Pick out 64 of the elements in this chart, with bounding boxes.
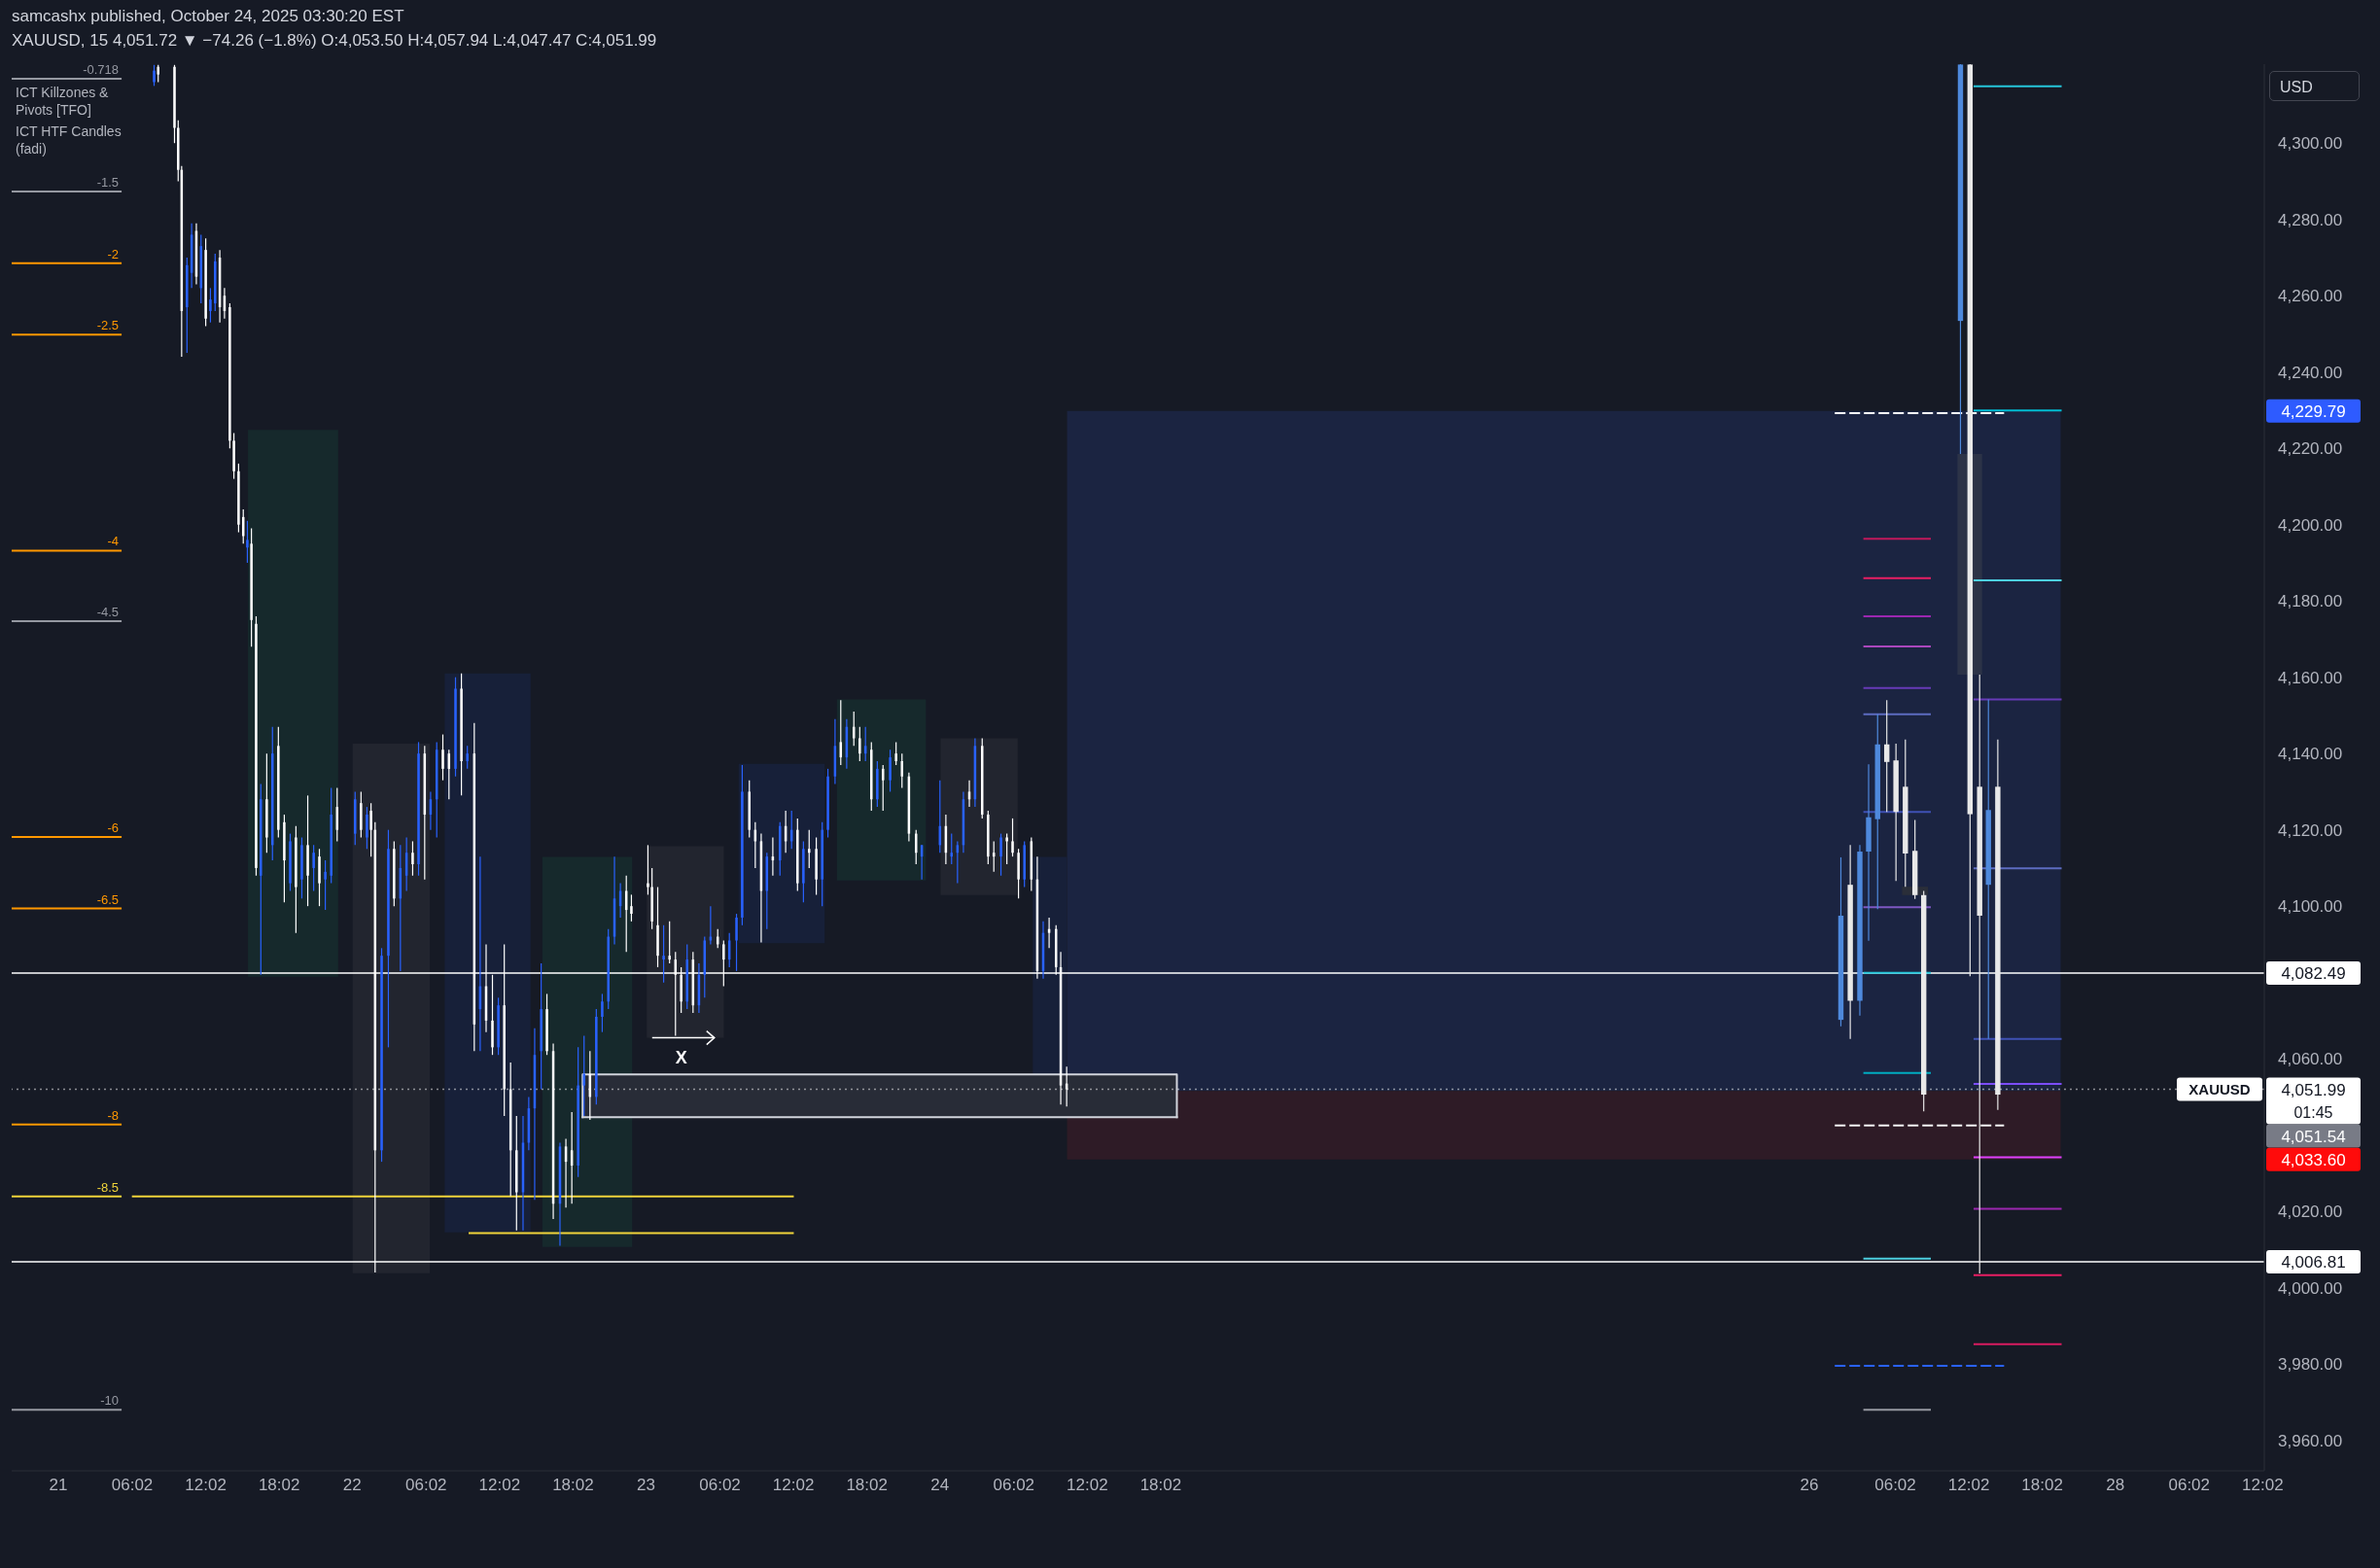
- y-axis-title: USD: [2269, 71, 2360, 101]
- x-tick-label: 06:02: [111, 1476, 154, 1495]
- y-tick-label: 4,260.00: [2278, 287, 2343, 306]
- x-tick-label: 26: [1800, 1476, 1819, 1495]
- x-tick-label: 12:02: [2242, 1476, 2284, 1495]
- series-label: -0.718: [83, 61, 120, 77]
- x-tick-label: 28: [2106, 1476, 2125, 1495]
- text: 01:45: [2293, 1104, 2333, 1122]
- x-tick-label: 06:02: [2168, 1476, 2211, 1495]
- series-label: -2.5: [96, 318, 120, 333]
- x-tick-label: 18:02: [258, 1476, 300, 1495]
- chart-subtitle: XAUUSD, 15 4,051.72 ▼ −74.26 (−1.8%) O:4,053.50 H:4,057.94 L:4,047.47 C:4,051.99: [12, 30, 657, 52]
- x-tick-label: 22: [342, 1476, 362, 1495]
- y-tick-label: 4,280.00: [2278, 210, 2343, 229]
- x-tick-label: 06:02: [699, 1476, 741, 1495]
- series-label: -2: [107, 246, 120, 261]
- series-label: -4: [107, 534, 120, 549]
- chart-title: samcashx published, October 24, 2025 03:30:20 EST: [12, 6, 404, 27]
- annotation: XAUUSD: [2188, 1080, 2251, 1098]
- x-tick-label: 06:02: [405, 1476, 447, 1495]
- y-tick-label: 3,980.00: [2278, 1355, 2343, 1375]
- x-tick-label: 18:02: [552, 1476, 594, 1495]
- y-tick-label: 4,140.00: [2278, 745, 2343, 764]
- annotation: X: [675, 1047, 687, 1067]
- y-tick-label: 3,960.00: [2278, 1431, 2343, 1450]
- text: 4,051.54: [2281, 1127, 2346, 1146]
- y-tick-label: 4,300.00: [2278, 134, 2343, 154]
- x-tick-label: 06:02: [993, 1476, 1035, 1495]
- ref-line-label: 4,082.49: [2281, 963, 2346, 983]
- x-tick-label: 18:02: [846, 1476, 888, 1495]
- series-label: -1.5: [96, 175, 120, 191]
- y-tick-label: 4,000.00: [2278, 1278, 2343, 1298]
- x-tick-label: 12:02: [1947, 1476, 1990, 1495]
- y-tick-label: 4,180.00: [2278, 592, 2343, 611]
- x-tick-label: 12:02: [185, 1476, 227, 1495]
- x-tick-label: 06:02: [1874, 1476, 1916, 1495]
- series-label: -8.5: [96, 1179, 120, 1195]
- x-tick-label: 24: [930, 1476, 950, 1495]
- y-tick-label: 4,100.00: [2278, 897, 2343, 917]
- y-tick-label: 4,120.00: [2278, 820, 2343, 840]
- x-tick-label: 12:02: [1067, 1476, 1108, 1495]
- x-tick-label: 21: [49, 1476, 68, 1495]
- series-label: -6: [107, 820, 120, 836]
- y-tick-label: 4,033.60: [2281, 1150, 2346, 1169]
- series-label: -10: [100, 1393, 120, 1409]
- x-tick-label: 12:02: [478, 1476, 521, 1495]
- y-tick-label: 4,220.00: [2278, 439, 2343, 459]
- ref-line-label: 4,006.81: [2281, 1252, 2346, 1272]
- y-tick-label: 4,060.00: [2278, 1050, 2343, 1069]
- series-label: -8: [107, 1107, 120, 1123]
- y-tick-label: 4,020.00: [2278, 1202, 2343, 1222]
- x-tick-label: 23: [637, 1476, 656, 1495]
- y-tick-label: 4,200.00: [2278, 515, 2343, 535]
- y-tick-label: 4,240.00: [2278, 363, 2343, 382]
- y-tick-label: 4,229.79: [2281, 401, 2346, 421]
- x-tick-label: 18:02: [1139, 1476, 1182, 1495]
- x-tick-label: 12:02: [772, 1476, 815, 1495]
- y-tick-label: 4,160.00: [2278, 668, 2343, 687]
- series-label: -6.5: [96, 891, 120, 907]
- annotation: ICT Killzones & Pivots [TFO]: [16, 84, 110, 119]
- x-tick-label: 18:02: [2021, 1476, 2063, 1495]
- ref-line-label: 4,051.99: [2281, 1080, 2346, 1099]
- series-label: -4.5: [96, 604, 120, 619]
- annotation: ICT HTF Candles (fadi): [16, 122, 122, 157]
